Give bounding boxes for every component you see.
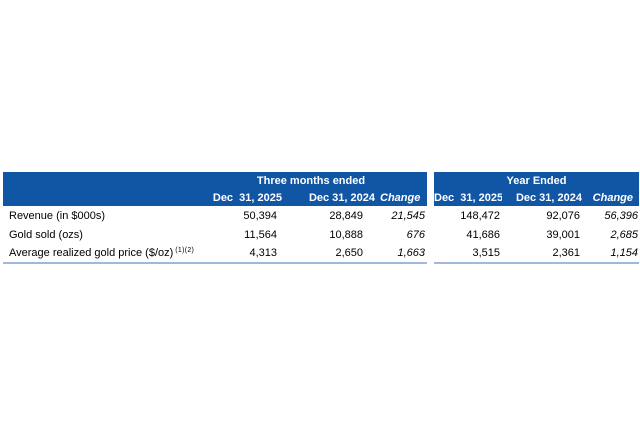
table-row-gold-sold: Gold sold (ozs) 11,564 10,888 676 [3, 225, 427, 244]
cell-gold-sold-tm-2024: 10,888 [329, 228, 363, 241]
cell-avg-gold-price-ye-change: 1,154 [610, 247, 639, 259]
financial-results-table: Three months ended Dec 31, 2025 Dec 31, … [3, 172, 640, 264]
cell-gold-sold-tm-2025: 11,564 [244, 228, 277, 241]
year-ended-section: Year Ended Dec 31, 2025 Dec 31, 2024 Cha… [434, 172, 640, 264]
col-header-ye-change: Change [583, 189, 640, 206]
cell-revenue-ye-2024: 92,076 [546, 209, 580, 222]
col-header-tm-dec-31-2025: Dec 31, 2025 [195, 189, 283, 206]
cell-avg-gold-price-tm-change: 1,663 [397, 247, 425, 259]
cell-avg-gold-price-ye-2025: 3,515 [472, 247, 500, 259]
cell-gold-sold-ye-change: 2,685 [610, 228, 639, 241]
cell-gold-sold-ye-2025: 41,686 [466, 228, 500, 241]
row-label-text: Revenue (in $000s) [9, 209, 106, 222]
column-header-row: Dec 31, 2025 Dec 31, 2024 Change [434, 189, 640, 206]
col-header-tm-dec-31-2024: Dec 31, 2024 [283, 189, 380, 206]
column-header-row: Dec 31, 2025 Dec 31, 2024 Change [3, 189, 427, 206]
stub-header-cell [3, 172, 195, 189]
cell-revenue-tm-2024: 28,849 [329, 209, 363, 222]
cell-avg-gold-price-ye-2024: 2,361 [552, 247, 580, 259]
cell-revenue-tm-2025: 50,394 [243, 209, 277, 222]
year-ended-body: 148,472 92,076 56,396 41,686 39,001 2,68… [434, 206, 639, 263]
cell-avg-gold-price-tm-2025: 4,313 [249, 247, 277, 259]
table-row-avg-gold-price-year: 3,515 2,361 1,154 [434, 244, 639, 263]
group-header-three-months-ended: Three months ended [195, 172, 427, 189]
col-header-tm-change: Change [380, 189, 427, 206]
row-label-text: Gold sold (ozs) [9, 228, 83, 241]
col-header-ye-dec-31-2025: Dec 31, 2025 [434, 189, 502, 206]
three-months-body: Revenue (in $000s) 50,394 28,849 21,545 … [3, 206, 427, 263]
cell-revenue-tm-change: 21,545 [391, 209, 425, 222]
row-label-superscript: (1)(2) [175, 247, 195, 254]
table-row-gold-sold-year: 41,686 39,001 2,685 [434, 225, 639, 244]
cell-revenue-ye-change: 56,396 [604, 209, 639, 222]
row-label-text: Average realized gold price ($/oz) [9, 247, 174, 259]
table-row-revenue: Revenue (in $000s) 50,394 28,849 21,545 [3, 206, 427, 225]
three-months-header: Three months ended Dec 31, 2025 Dec 31, … [3, 172, 427, 206]
row-label-avg-gold-price: Average realized gold price ($/oz) (1)(2) [3, 244, 195, 263]
group-header-row: Year Ended [434, 172, 640, 189]
group-header-year-ended: Year Ended [434, 172, 640, 189]
year-ended-header: Year Ended Dec 31, 2025 Dec 31, 2024 Cha… [434, 172, 640, 206]
row-label-gold-sold: Gold sold (ozs) [3, 225, 195, 244]
group-header-row: Three months ended [3, 172, 427, 189]
table-row-revenue-year: 148,472 92,076 56,396 [434, 206, 639, 225]
stub-header-cell [3, 189, 195, 206]
cell-revenue-ye-2025: 148,472 [460, 209, 500, 222]
cell-avg-gold-price-tm-2024: 2,650 [335, 247, 363, 259]
col-header-ye-dec-31-2024: Dec 31, 2024 [502, 189, 583, 206]
three-months-ended-section: Three months ended Dec 31, 2025 Dec 31, … [3, 172, 427, 264]
row-label-revenue: Revenue (in $000s) [3, 206, 195, 225]
table-row-avg-gold-price: Average realized gold price ($/oz) (1)(2)… [3, 244, 427, 263]
cell-gold-sold-tm-change: 676 [406, 228, 425, 241]
cell-gold-sold-ye-2024: 39,001 [546, 228, 580, 241]
